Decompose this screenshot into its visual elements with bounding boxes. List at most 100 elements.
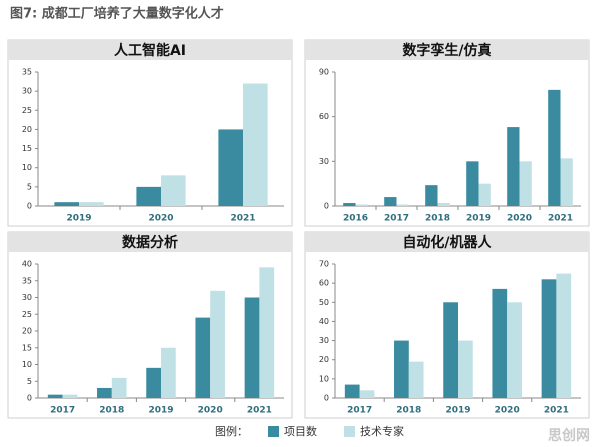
legend-swatch [268,426,279,437]
bar [79,202,104,206]
y-tick-label: 20 [22,327,32,336]
x-tick-label: 2020 [495,406,520,416]
panel-header [8,232,292,252]
x-tick-label: 2021 [230,214,255,224]
y-tick-label: 10 [22,163,32,172]
x-tick-label: 2019 [66,214,91,224]
y-tick-label: 90 [319,68,329,77]
bar [47,394,63,398]
bar [344,384,360,398]
bar [359,390,375,398]
y-tick-label: 10 [22,360,32,369]
y-tick-label: 15 [22,343,32,352]
panel-header [305,40,589,60]
y-tick-label: 70 [319,260,329,269]
panel-title: 自动化/机器人 [402,234,492,251]
y-tick-label: 60 [319,112,329,121]
bar [259,267,275,398]
bar [111,377,127,398]
bar [458,340,473,398]
bar [244,297,260,398]
x-tick-label: 2020 [507,214,532,224]
watermark: 思创网 [548,427,590,444]
y-tick-label: 30 [22,87,32,96]
panel-title: 数字孪生/仿真 [402,42,491,59]
x-tick-label: 2018 [99,406,124,416]
x-tick-label: 2021 [544,406,569,416]
y-tick-label: 5 [27,377,32,386]
x-tick-label: 2017 [384,214,409,224]
x-tick-label: 2021 [247,406,272,416]
panel-header [8,40,292,60]
bar [62,394,78,398]
x-tick-label: 2016 [343,214,368,224]
bar [161,347,176,398]
bar [384,197,397,206]
y-tick-label: 10 [319,374,329,383]
y-tick-label: 15 [22,144,32,153]
y-tick-label: 50 [319,298,329,307]
bar [519,161,532,206]
bar [408,361,424,398]
y-tick-label: 40 [22,260,32,269]
legend-entry: 项目数 [284,425,317,438]
bar [466,161,479,206]
x-tick-label: 2018 [425,214,450,224]
panel-title: 人工智能AI [114,42,186,59]
x-tick-label: 2019 [466,214,491,224]
y-tick-label: 35 [22,68,32,77]
bar [560,158,573,206]
panel-header [305,232,589,252]
bar [136,186,161,206]
legend-swatch [344,426,355,437]
y-tick-label: 35 [22,276,32,285]
y-tick-label: 0 [27,394,32,403]
legend-entry: 技术专家 [360,424,404,438]
bar [556,273,572,398]
x-tick-label: 2021 [548,214,573,224]
bar [507,127,520,206]
bar [478,183,491,206]
y-tick-label: 20 [22,125,32,134]
bar [394,340,409,398]
bar [507,302,522,398]
bar [97,387,112,398]
page-title: 图7: 成都工厂培养了大量数字化人才 [10,6,224,22]
bar [146,367,161,398]
bar [443,302,458,398]
y-tick-label: 0 [324,202,329,211]
bar [396,204,409,206]
y-tick-label: 20 [319,355,329,364]
panel [304,39,590,227]
y-tick-label: 25 [22,310,32,319]
x-tick-label: 2020 [198,406,223,416]
y-tick-label: 60 [319,279,329,288]
x-tick-label: 2017 [50,406,75,416]
panel-title: 数据分析 [122,234,178,251]
bar [425,185,438,206]
y-tick-label: 30 [22,293,32,302]
y-tick-label: 40 [319,317,329,326]
bar [492,288,508,398]
x-tick-label: 2017 [347,406,372,416]
y-tick-label: 30 [319,157,329,166]
bar [437,203,450,206]
y-tick-label: 25 [22,106,32,115]
y-tick-label: 0 [27,202,32,211]
x-tick-label: 2019 [445,406,470,416]
bar [54,202,79,206]
bar [355,204,368,206]
bar [218,129,243,206]
bar [548,89,561,206]
y-tick-label: 30 [319,336,329,345]
bar [343,203,356,206]
bar [243,83,268,206]
y-tick-label: 5 [27,182,32,191]
x-tick-label: 2020 [148,214,173,224]
bar [195,317,211,398]
legend-label: 图例： [215,424,248,438]
bar [541,279,557,398]
bar [210,290,225,398]
x-tick-label: 2019 [148,406,173,416]
